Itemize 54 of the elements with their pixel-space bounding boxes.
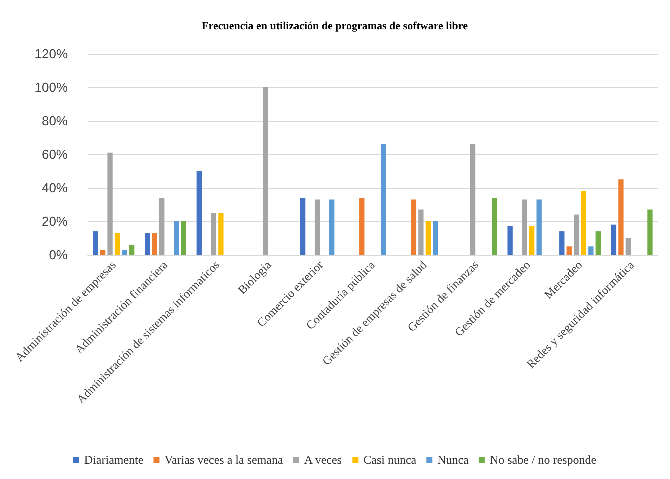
y-tick-label: 20% bbox=[42, 214, 68, 229]
y-tick-label: 80% bbox=[42, 114, 68, 128]
bar bbox=[418, 210, 424, 255]
bar bbox=[108, 152, 113, 255]
bar bbox=[470, 144, 476, 255]
bar bbox=[122, 250, 128, 255]
bar bbox=[263, 88, 268, 255]
y-tick-label: 0% bbox=[49, 248, 68, 262]
bar bbox=[426, 222, 432, 255]
bar bbox=[196, 171, 202, 255]
chart-title: Frecuencia en utilización de programas de software libre bbox=[202, 20, 468, 32]
bar bbox=[536, 200, 542, 255]
legend-label: Varias veces a la semana bbox=[164, 453, 284, 467]
bar bbox=[152, 233, 158, 255]
bar bbox=[611, 224, 617, 255]
bar bbox=[492, 198, 498, 255]
bar bbox=[160, 198, 165, 255]
y-tick-label: 120% bbox=[34, 46, 68, 62]
bar bbox=[560, 232, 565, 255]
bar bbox=[508, 226, 513, 255]
bar bbox=[314, 200, 320, 255]
bar bbox=[574, 214, 580, 255]
bar bbox=[581, 191, 586, 255]
bar bbox=[618, 180, 624, 255]
bar bbox=[174, 222, 180, 255]
bar bbox=[626, 238, 632, 255]
bar bbox=[648, 210, 653, 255]
legend-label: Casi nunca bbox=[364, 453, 418, 467]
legend-label: Diariamente bbox=[84, 453, 144, 467]
bar bbox=[522, 200, 528, 255]
bar bbox=[93, 232, 98, 255]
bar bbox=[381, 144, 386, 255]
bar bbox=[218, 213, 224, 255]
bar bbox=[329, 200, 335, 255]
bar bbox=[433, 222, 438, 255]
y-tick-label: 60% bbox=[42, 147, 68, 162]
bar bbox=[596, 232, 601, 255]
bar bbox=[360, 198, 365, 255]
bar bbox=[181, 222, 186, 255]
bar bbox=[529, 226, 535, 255]
bar bbox=[100, 250, 106, 255]
bar bbox=[145, 233, 150, 255]
bar bbox=[566, 246, 572, 255]
bar bbox=[588, 246, 594, 255]
legend-label: A veces bbox=[304, 453, 342, 467]
bar bbox=[211, 213, 217, 255]
bar bbox=[129, 244, 135, 255]
legend-label: No sabe / no responde bbox=[490, 453, 597, 467]
bar bbox=[411, 200, 417, 255]
bar bbox=[114, 233, 120, 255]
y-tick-label: 40% bbox=[42, 180, 68, 196]
bar bbox=[300, 198, 306, 255]
y-tick-label: 100% bbox=[34, 80, 68, 95]
legend-label: Nunca bbox=[438, 453, 470, 467]
